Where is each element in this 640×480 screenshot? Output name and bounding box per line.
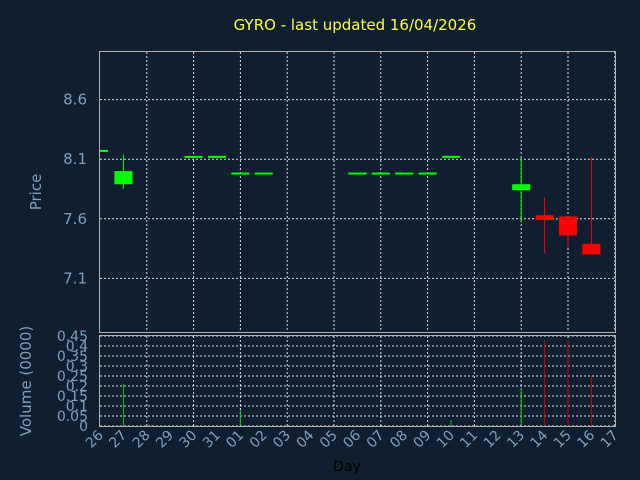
x-tick-label: 08 bbox=[387, 428, 411, 452]
x-tick-label: 30 bbox=[177, 428, 201, 452]
price-tick-label: 7.6 bbox=[63, 210, 87, 228]
candle-13 bbox=[512, 156, 531, 223]
candle-06 bbox=[348, 172, 367, 175]
x-tick-label: 05 bbox=[317, 428, 341, 452]
candle-body bbox=[371, 172, 390, 175]
price-panel-frame bbox=[99, 51, 616, 333]
x-tick-label: 29 bbox=[153, 428, 177, 452]
volume-tick-label: 0.1 bbox=[66, 399, 88, 415]
x-tick-label: 03 bbox=[270, 428, 294, 452]
x-tick-label: 17 bbox=[598, 428, 622, 452]
volume-tick-label: 0.45 bbox=[57, 329, 88, 345]
candle-body bbox=[208, 155, 226, 158]
price-tick-label: 7.1 bbox=[63, 269, 87, 287]
candle-body bbox=[254, 172, 273, 175]
x-tick-label: 04 bbox=[294, 427, 318, 451]
candle-31 bbox=[208, 155, 226, 158]
candle-15 bbox=[559, 216, 577, 248]
x-tick-label: 28 bbox=[130, 428, 154, 452]
candle-08 bbox=[395, 172, 414, 175]
candle-body bbox=[184, 155, 203, 158]
volume-tick-label: 0.4 bbox=[66, 339, 88, 355]
x-tick-label: 10 bbox=[434, 428, 458, 452]
x-axis-label: Day bbox=[333, 459, 361, 475]
volume-tick-label: 0.3 bbox=[66, 359, 88, 375]
x-tick-label: 27 bbox=[106, 428, 130, 452]
x-tick-label: 11 bbox=[457, 428, 481, 452]
candle-30 bbox=[184, 155, 203, 158]
candle-10 bbox=[442, 155, 460, 158]
volume-tick-label: 0 bbox=[79, 419, 88, 435]
candle-01 bbox=[231, 172, 250, 175]
volume-ticks: 00.050.10.150.20.250.30.350.40.45 bbox=[57, 329, 88, 435]
price-ticks: 7.1 7.6 8.1 8.6 bbox=[63, 91, 87, 288]
price-tick-label: 8.6 bbox=[63, 91, 87, 109]
volume-axis-label: Volume (0000) bbox=[17, 326, 35, 436]
candle-16 bbox=[582, 156, 601, 255]
candle-body bbox=[231, 172, 250, 175]
candle-body bbox=[582, 243, 601, 255]
price-axis-label: Price bbox=[27, 174, 45, 211]
grid-layer bbox=[100, 52, 616, 427]
candle-body bbox=[114, 171, 133, 185]
candle-body bbox=[535, 215, 554, 220]
x-tick-label: 09 bbox=[411, 428, 435, 452]
x-tick-label: 16 bbox=[574, 427, 598, 451]
candle-body bbox=[100, 149, 108, 152]
volume-tick-label: 0.05 bbox=[57, 409, 88, 425]
candle-body bbox=[395, 172, 414, 175]
x-tick-label: 01 bbox=[223, 428, 247, 452]
volume-panel-frame bbox=[99, 335, 616, 427]
x-tick-label: 07 bbox=[364, 428, 388, 452]
candle-09 bbox=[418, 172, 437, 175]
volume-tick-label: 0.2 bbox=[66, 379, 88, 395]
volume-bars bbox=[122, 340, 592, 426]
candle-body bbox=[348, 172, 367, 175]
chart-title: GYRO - last updated 16/04/2026 bbox=[234, 16, 477, 34]
x-tick-label: 12 bbox=[481, 428, 505, 452]
volume-tick-label: 0.15 bbox=[57, 389, 88, 405]
candle-14 bbox=[535, 197, 554, 254]
x-tick-label: 31 bbox=[200, 428, 224, 452]
x-tick-label: 15 bbox=[551, 428, 575, 452]
candles bbox=[100, 149, 601, 255]
x-tick-label: 02 bbox=[247, 428, 271, 452]
candle-07 bbox=[371, 172, 390, 175]
x-tick-label: 14 bbox=[528, 427, 552, 451]
candle-body bbox=[512, 184, 531, 191]
candle-02 bbox=[254, 172, 273, 175]
candle-27 bbox=[114, 154, 133, 190]
candle-body bbox=[442, 155, 460, 158]
volume-tick-label: 0.35 bbox=[57, 349, 88, 365]
x-tick-label: 06 bbox=[340, 427, 364, 451]
candle-26 bbox=[100, 149, 108, 152]
price-tick-label: 8.1 bbox=[63, 150, 87, 168]
candle-body bbox=[559, 216, 577, 236]
x-tick-label: 13 bbox=[504, 428, 528, 452]
x-ticks: 26 27 28 29 30 31 01 02 03 04 05 06 07 08 09 10 11 12 13 14… bbox=[83, 427, 622, 451]
candle-body bbox=[418, 172, 437, 175]
volume-tick-label: 0.25 bbox=[57, 369, 88, 385]
